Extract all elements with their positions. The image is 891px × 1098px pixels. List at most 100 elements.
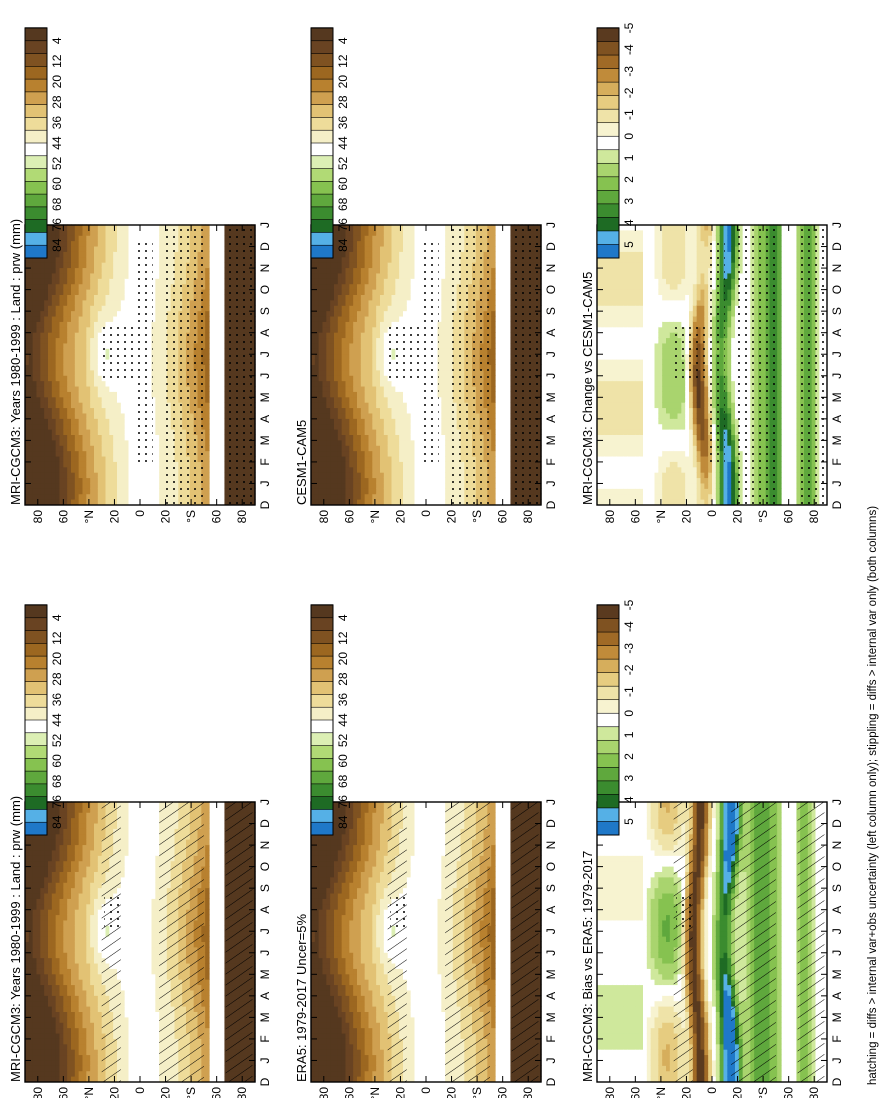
field-cell [90,1070,95,1077]
field-cell [143,1049,149,1056]
field-cell [205,936,210,942]
field-cell [147,941,153,948]
field-cell [78,806,84,813]
field-cell [143,876,149,883]
field-cell [341,882,347,889]
field-cell [155,968,160,975]
field-cell [74,1032,80,1039]
field-cell [78,962,84,969]
field-cell [48,1065,53,1072]
field-cell [36,1027,41,1034]
field-cell [368,962,373,969]
field-cell [55,801,61,808]
field-cell [437,1027,442,1034]
field-cell [364,1022,370,1029]
field-cell [97,892,103,899]
field-cell [74,1043,80,1050]
field-cell [71,812,76,819]
field-cell [406,898,412,905]
field-cell [151,979,156,986]
field-cell [71,995,76,1002]
field-cell [40,860,45,867]
field-cell [78,871,84,878]
field-cell [147,866,153,872]
field-cell [40,849,45,856]
field-cell [128,860,133,867]
field-cell [426,962,431,969]
field-cell [326,882,331,889]
field-cell [55,898,61,905]
field-cell [124,1070,130,1077]
field-cell [28,989,34,996]
field-cell [334,936,339,942]
field-cell [82,936,87,942]
field-cell [140,828,145,835]
field-cell [124,1032,130,1039]
field-cell [364,1065,370,1072]
field-cell [422,941,427,948]
field-cell [140,1006,145,1012]
field-cell [422,952,427,959]
field-cell [132,903,137,910]
field-cell [59,844,64,851]
field-cell [410,892,416,899]
field-cell [364,903,370,910]
field-cell [151,882,156,889]
field-cell [418,1016,423,1023]
field-cell [441,1027,446,1034]
field-cell [426,936,431,942]
field-cell [78,882,84,889]
field-cell [334,1032,339,1039]
field-cell [136,941,141,948]
field-cell [406,1065,412,1072]
field-cell [151,855,156,862]
field-cell [345,855,350,862]
field-cell [372,1059,377,1066]
field-cell [334,1016,339,1023]
field-cell [318,989,324,996]
field-cell [86,822,91,829]
field-cell [426,1027,431,1034]
field-cell [345,892,350,899]
field-cell [67,1059,72,1066]
field-cell [143,812,149,819]
field-cell [357,914,362,921]
field-cell [143,903,149,910]
field-cell [368,936,373,942]
field-cell [28,844,34,851]
field-cell [418,957,423,964]
field-cell [422,1011,427,1018]
field-cell [441,1038,446,1045]
field-cell [140,957,145,964]
field-cell [155,1049,160,1056]
field-cell [97,876,103,883]
field-cell [28,1032,34,1039]
field-cell [337,1059,343,1066]
field-cell [78,979,84,986]
field-cell [326,892,331,899]
field-cell [360,903,366,910]
field-cell [318,973,324,980]
field-cell [86,995,91,1002]
field-cell [55,1022,61,1029]
field-cell [418,952,423,959]
field-cell [318,957,324,964]
field-cell [357,952,362,959]
field-cell [94,828,99,835]
field-cell [36,1032,41,1039]
field-cell [25,919,30,926]
field-cell [48,806,53,813]
field-cell [136,833,141,840]
field-cell [82,968,87,975]
field-cell [151,984,156,991]
field-cell [326,1027,331,1034]
field-cell [51,855,57,862]
field-cell [94,1043,99,1050]
field-cell [334,1011,339,1018]
field-cell [429,919,435,926]
field-cell [314,1027,320,1034]
field-cell [380,822,385,829]
field-cell [376,876,381,883]
field-cell [40,984,45,991]
field-cell [337,860,343,867]
